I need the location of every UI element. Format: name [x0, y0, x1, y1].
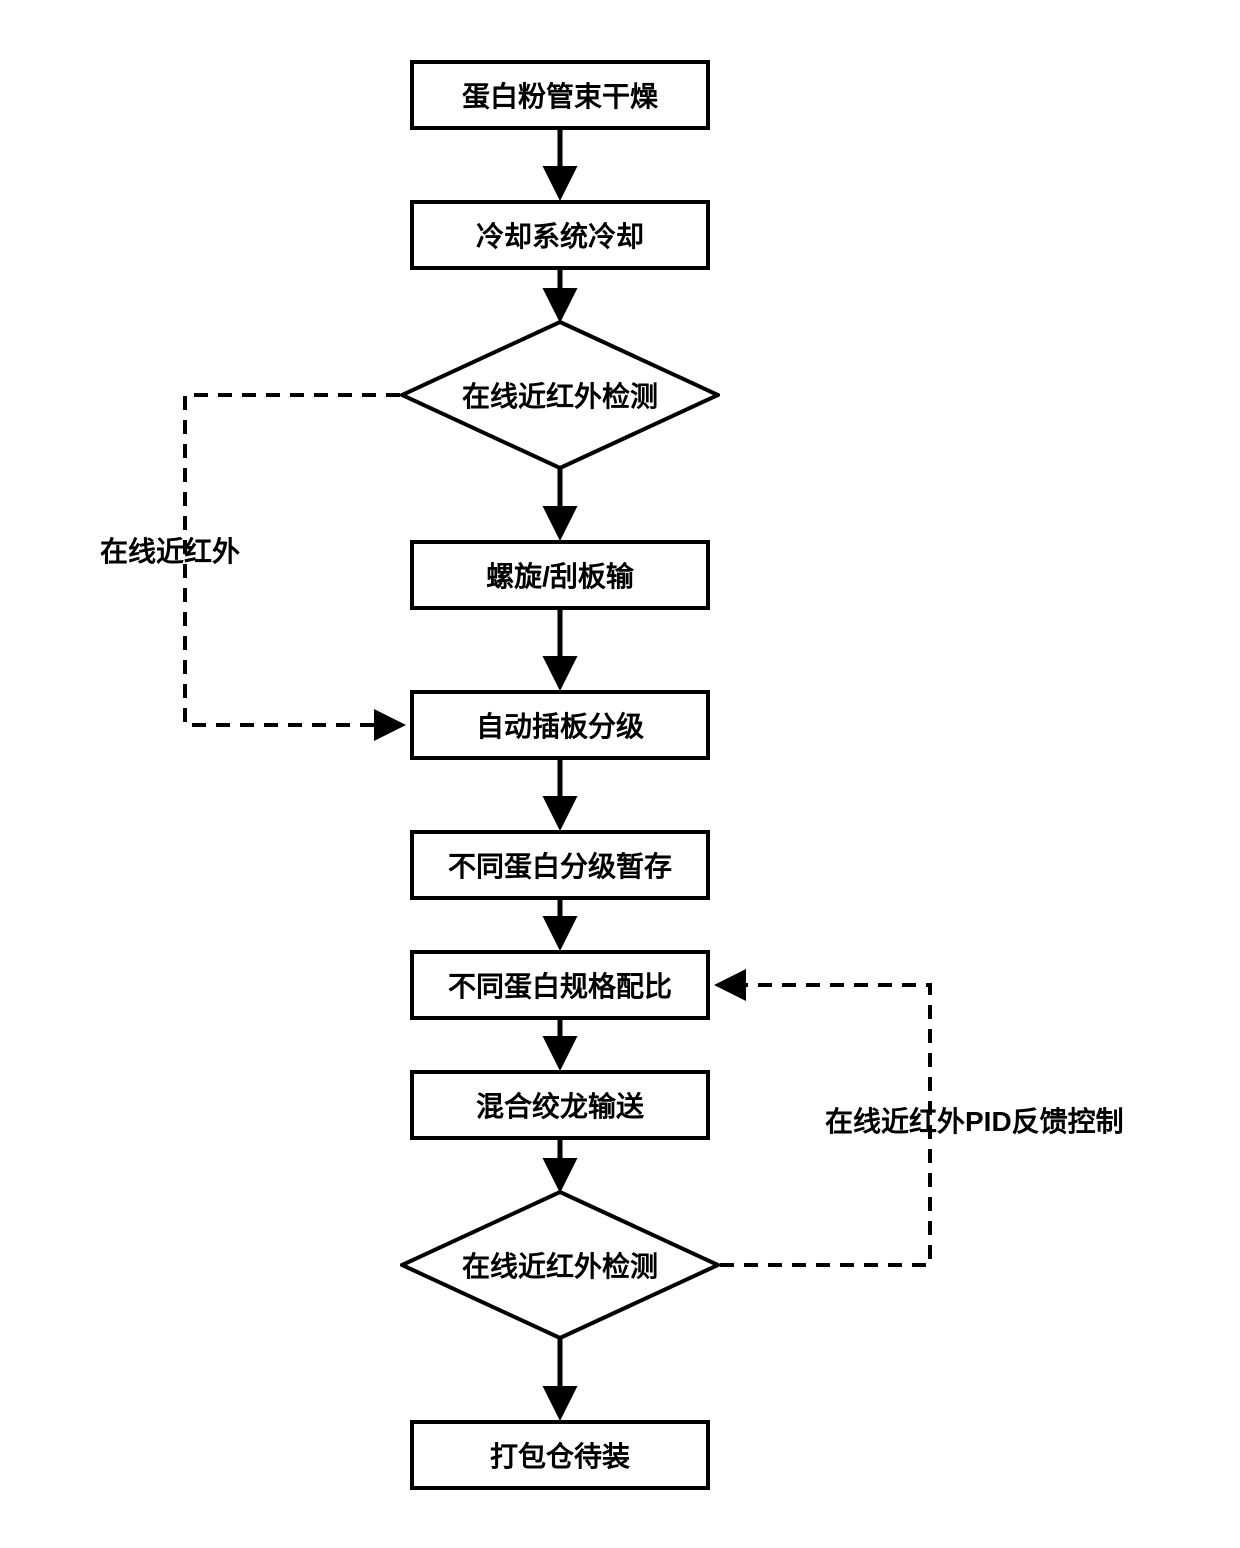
node-label: 不同蛋白分级暂存	[448, 845, 672, 885]
flowchart-container: 蛋白粉管束干燥 冷却系统冷却 在线近红外检测 螺旋/刮板输 自动插板分级 不同蛋…	[0, 0, 1240, 1548]
node-packing: 打包仓待装	[410, 1420, 710, 1490]
node-label: 在线近红外检测	[462, 1245, 658, 1285]
node-storage: 不同蛋白分级暂存	[410, 830, 710, 900]
node-conveyor: 螺旋/刮板输	[410, 540, 710, 610]
node-nir-detect-1: 在线近红外检测	[400, 320, 720, 470]
node-label: 冷却系统冷却	[476, 215, 644, 255]
annotation-left: 在线近红外	[100, 530, 240, 570]
node-label: 打包仓待装	[490, 1435, 630, 1475]
node-grading: 自动插板分级	[410, 690, 710, 760]
node-cooling: 冷却系统冷却	[410, 200, 710, 270]
node-label: 自动插板分级	[476, 705, 644, 745]
node-nir-detect-2: 在线近红外检测	[400, 1190, 720, 1340]
node-mixing: 混合绞龙输送	[410, 1070, 710, 1140]
node-label: 混合绞龙输送	[476, 1085, 644, 1125]
annotation-text: 在线近红外	[100, 536, 240, 567]
node-label: 蛋白粉管束干燥	[462, 75, 658, 115]
node-label: 不同蛋白规格配比	[448, 965, 672, 1005]
node-label: 螺旋/刮板输	[486, 555, 634, 595]
node-label: 在线近红外检测	[462, 375, 658, 415]
node-drying: 蛋白粉管束干燥	[410, 60, 710, 130]
annotation-text: 在线近红外PID反馈控制	[825, 1106, 1124, 1137]
annotation-right: 在线近红外PID反馈控制	[825, 1100, 1124, 1140]
node-ratio: 不同蛋白规格配比	[410, 950, 710, 1020]
